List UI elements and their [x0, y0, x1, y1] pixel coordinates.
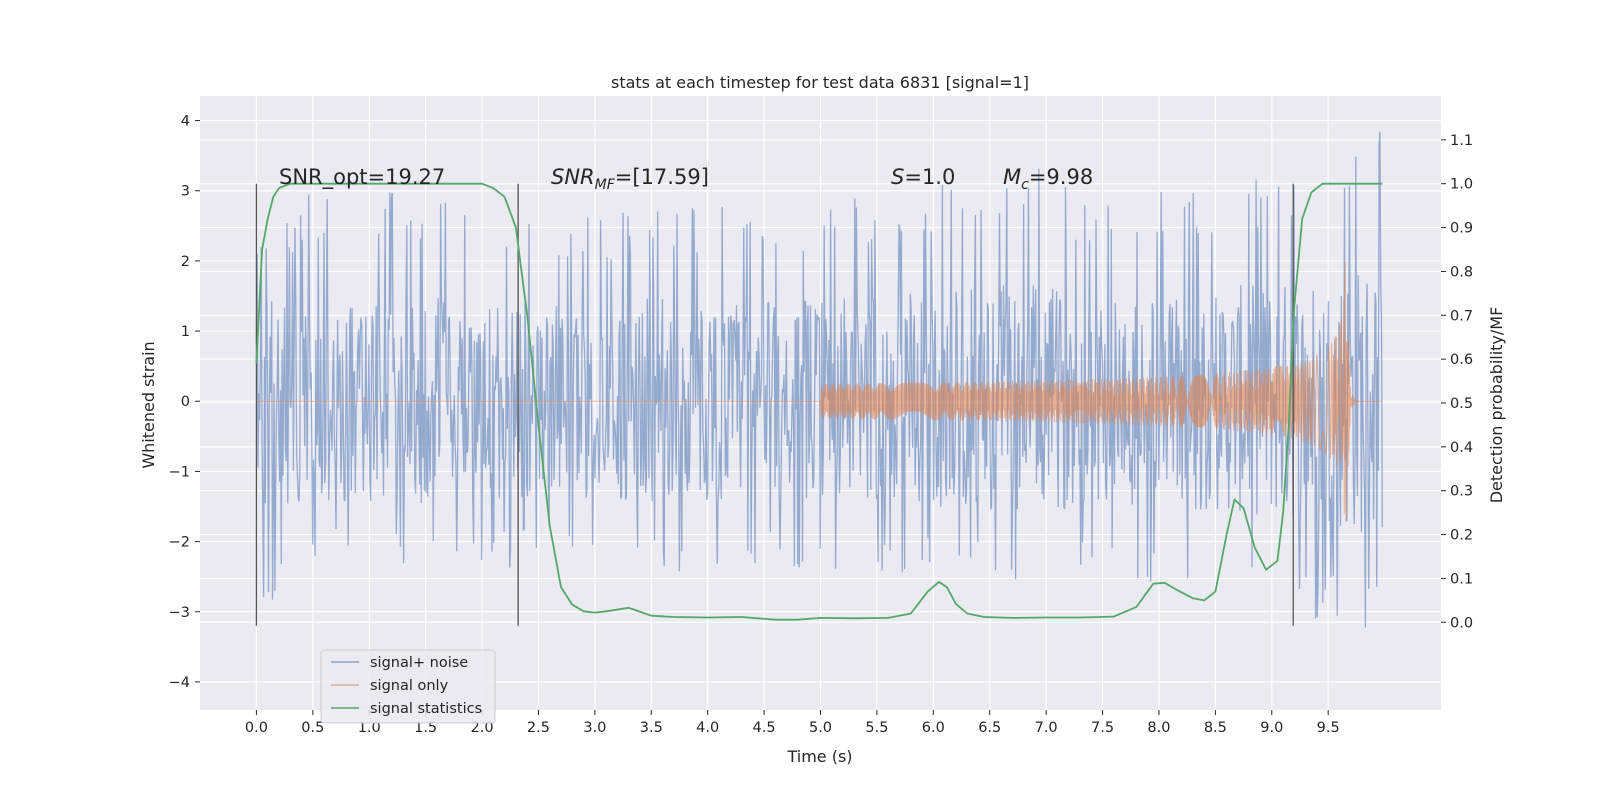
annotation-s-base: S — [891, 165, 904, 189]
y2-tick-label: 0.6 — [1450, 352, 1473, 368]
stat-layer — [255, 182, 1383, 621]
annotations: SNR_opt=19.27 SNRMF=[17.59] S=1.0 Mc=9.9… — [279, 165, 1093, 193]
x-tick-label: 7.5 — [1091, 720, 1114, 736]
y2-tick-label: 1.1 — [1450, 133, 1473, 149]
x-tick-label: 1.0 — [358, 720, 381, 736]
y2-tick-label: 0.9 — [1450, 221, 1473, 237]
x-tick-label: 3.5 — [640, 720, 663, 736]
chart-title: stats at each timestep for test data 683… — [611, 73, 1029, 92]
annotation-mc-sub: c — [1021, 177, 1029, 193]
legend: signal+ noise signal only signal statist… — [320, 649, 496, 724]
y2-tick-label: 0.7 — [1450, 308, 1473, 324]
y2-tick-label: 0.4 — [1450, 440, 1473, 456]
series-signal-only — [256, 261, 1383, 522]
y2-tick-label: 0.8 — [1450, 264, 1473, 280]
y-tick-label: 2 — [181, 254, 190, 270]
annotation-s-tail: =1.0 — [904, 165, 955, 189]
x-tick-label: 7.0 — [1035, 720, 1058, 736]
y2-tick-label: 1.0 — [1450, 177, 1473, 193]
x-tick-label: 4.5 — [753, 720, 776, 736]
x-tick-label: 9.0 — [1260, 720, 1283, 736]
x-tick-label: 3.0 — [583, 720, 606, 736]
x-tick-label: 6.0 — [922, 720, 945, 736]
x-tick-label: 9.5 — [1317, 720, 1340, 736]
annotation-snr-mf-tail: =[17.59] — [615, 165, 709, 189]
legend-label-signal-noise: signal+ noise — [370, 655, 468, 671]
x-tick-label: 8.5 — [1204, 720, 1227, 736]
y-tick-label: 3 — [181, 184, 190, 200]
legend-box — [320, 649, 496, 724]
annotation-snr-mf-sub: MF — [595, 177, 616, 193]
x-tick-label: 5.0 — [809, 720, 832, 736]
y-tick-label: 4 — [181, 114, 190, 130]
y-tick-label: −4 — [169, 675, 190, 691]
legend-label-signal-only: signal only — [370, 678, 449, 694]
annotation-mc-tail: =9.98 — [1029, 165, 1093, 189]
y-tick-label: 1 — [181, 324, 190, 340]
annotation-s: S=1.0 — [891, 165, 955, 189]
annotation-mc-base: M — [1003, 165, 1021, 189]
y2-tick-label: 0.5 — [1450, 396, 1473, 412]
tick-layer: 0.0 0.5 1.0 1.5 2.0 2.5 3.0 3.5 4.0 4.5 5.0 5.5 6.0 6… — [169, 114, 1473, 736]
x-tick-label: 0.5 — [301, 720, 324, 736]
x-tick-label: 0.0 — [245, 720, 268, 736]
x-axis-label: Time (s) — [786, 747, 852, 766]
y-axis-label: Whitened strain — [139, 341, 158, 468]
x-tick-label: 6.5 — [978, 720, 1001, 736]
annotation-snr-opt: SNR_opt=19.27 — [279, 165, 445, 190]
x-tick-label: 1.5 — [414, 720, 437, 736]
y2-tick-label: 0.3 — [1450, 484, 1473, 500]
annotation-snr-mf-base: SNR — [551, 165, 595, 189]
annotation-mc: Mc=9.98 — [1003, 165, 1093, 193]
y2-axis-label: Detection probability/MF — [1487, 307, 1506, 504]
y2-tick-label: 0.1 — [1450, 571, 1473, 587]
vline-layer — [255, 183, 1294, 626]
legend-label-signal-statistics: signal statistics — [370, 701, 482, 717]
y-tick-label: −1 — [169, 464, 190, 480]
series-signal-statistics — [255, 182, 1383, 621]
y-tick-label: −3 — [169, 605, 190, 621]
x-tick-label: 5.5 — [865, 720, 888, 736]
x-tick-label: 2.0 — [471, 720, 494, 736]
y2-tick-label: 0.0 — [1450, 615, 1473, 631]
y-tick-label: 0 — [181, 394, 190, 410]
x-tick-label: 2.5 — [527, 720, 550, 736]
annotation-snr-mf: SNRMF=[17.59] — [551, 165, 709, 193]
y2-tick-label: 0.2 — [1450, 528, 1473, 544]
y-tick-label: −2 — [169, 535, 190, 551]
x-tick-label: 8.0 — [1147, 720, 1170, 736]
data-layer — [255, 131, 1383, 628]
x-tick-label: 4.0 — [696, 720, 719, 736]
